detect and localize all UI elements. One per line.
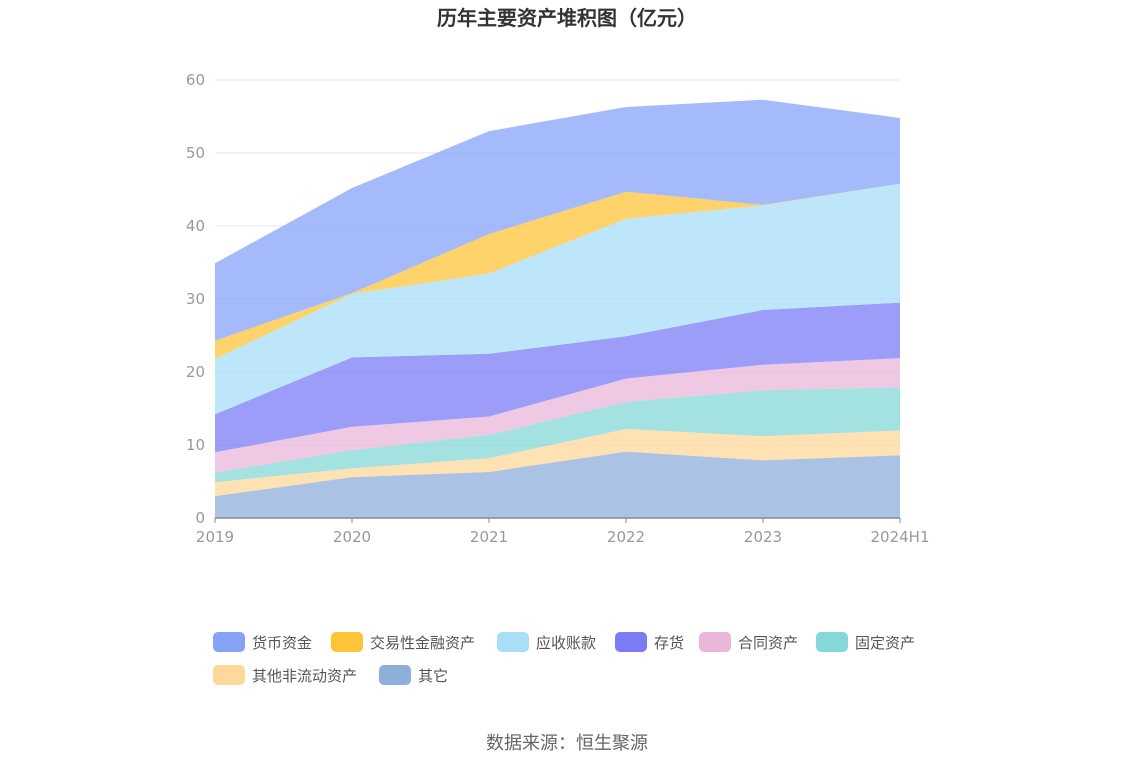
x-tick-label: 2022 [607,528,645,546]
legend-label-fixed-assets: 固定资产 [855,633,916,652]
y-tick-label: 30 [186,290,205,308]
area-series-3 [215,358,900,473]
x-tick-label: 2024H1 [871,528,930,546]
y-tick-label: 40 [186,217,205,235]
legend-label-receivables: 应收账款 [536,633,597,652]
area-series-2 [215,387,900,483]
legend-swatch-other-noncurrent [213,665,245,685]
legend-item-trading-assets[interactable]: 交易性金融资产 [331,630,475,654]
legend-item-receivables[interactable]: 应收账款 [497,630,596,654]
legend-label-trading-assets: 交易性金融资产 [370,633,476,652]
legend-item-fixed-assets[interactable]: 固定资产 [816,630,915,654]
legend-item-inventory[interactable]: 存货 [615,630,684,654]
legend-item-contract-assets[interactable]: 合同资产 [699,630,798,654]
x-tick-label: 2023 [744,528,782,546]
area-series-4 [215,302,900,453]
legend-label-contract-assets: 合同资产 [738,633,799,652]
legend-swatch-money [213,632,245,652]
y-tick-label: 0 [195,509,205,527]
legend-swatch-contract-assets [699,632,731,652]
x-tick-label: 2021 [470,528,508,546]
data-source: 数据来源：恒生聚源 [486,733,648,754]
stacked-area-chart: 0 10 20 30 40 50 60 2019 2020 2021 2022 2023 2024H1 [186,71,930,546]
legend-swatch-fixed-assets [816,632,848,652]
chart-title: 历年主要资产堆积图（亿元） [437,6,697,30]
legend-label-inventory: 存货 [654,633,685,652]
legend-swatch-other [379,665,411,685]
legend-label-money: 货币资金 [252,633,313,652]
legend-swatch-trading-assets [331,632,363,652]
legend-item-money[interactable]: 货币资金 [213,630,312,654]
area-series-0 [215,451,900,518]
area-series-6 [215,183,900,359]
legend-item-other[interactable]: 其它 [379,663,448,687]
legend-swatch-receivables [497,632,529,652]
legend-item-other-noncurrent[interactable]: 其他非流动资产 [213,663,357,687]
legend-label-other: 其它 [418,666,449,685]
y-tick-label: 20 [186,363,205,381]
legend-swatch-inventory [615,632,647,652]
x-tick-label: 2020 [333,528,371,546]
y-tick-label: 60 [186,71,205,89]
x-tick-label: 2019 [196,528,234,546]
y-tick-label: 10 [186,436,205,454]
legend-label-other-noncurrent: 其他非流动资产 [252,666,358,685]
area-series-5 [215,183,900,415]
area-series-7 [215,99,900,341]
area-series-1 [215,428,900,497]
y-tick-label: 50 [186,144,205,162]
